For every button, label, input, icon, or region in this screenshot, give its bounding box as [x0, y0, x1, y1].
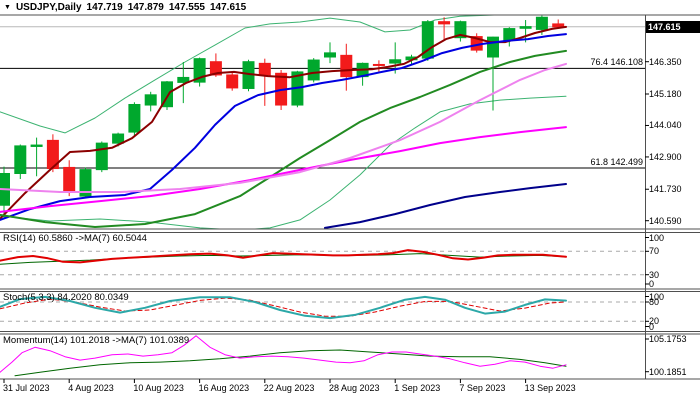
date-axis-label: 28 Aug 2023 [329, 383, 380, 393]
momentum-indicator-header: Momentum(14) 101.2018 ->MA(7) 101.0389 [3, 335, 190, 346]
candle-8-aug [95, 141, 108, 173]
candle-21-aug [242, 59, 255, 92]
indicator-lines-layer [0, 249, 567, 377]
ma-plum [0, 62, 567, 193]
rsi-indicator-header: RSI(14) 60.5860 ->MA(7) 60.5044 [3, 233, 147, 244]
ma-mid-blue [0, 33, 567, 221]
price-axis-label: 145.180 [649, 88, 682, 99]
stoch-axis-label: 20 [649, 316, 660, 327]
candle-25-aug [307, 58, 320, 83]
candle-11-sep [487, 36, 499, 111]
stoch-axis-label: 80 [649, 297, 660, 307]
bollinger-bands-layer [0, 15, 567, 229]
candles-layer[interactable] [0, 15, 565, 218]
candle-18-aug [226, 71, 239, 91]
candle-28-aug [324, 42, 336, 64]
date-axis-label: 10 Aug 2023 [133, 383, 184, 393]
candle-1-aug [14, 144, 27, 180]
candle-31-aug [372, 60, 385, 73]
collapse-triangle-icon[interactable]: ▼ [4, 3, 11, 11]
low-value: 147.555 [168, 2, 205, 13]
momentum-axis-label: 105.1753 [649, 334, 687, 344]
candle-12-sep [503, 27, 516, 47]
candle-7-aug [79, 167, 92, 199]
momentum-axis-label: 100.1851 [649, 366, 687, 377]
candle-4-aug [63, 160, 76, 197]
bollinger-lower-band [0, 95, 567, 229]
symbol-period-label: USDJPY,Daily [15, 2, 82, 13]
candle-16-aug [193, 57, 206, 87]
date-axis-label: 7 Sep 2023 [459, 383, 506, 393]
ma-slow-green [0, 49, 567, 228]
price-axis-label: 140.590 [649, 215, 682, 226]
date-axis-label: 22 Aug 2023 [263, 383, 315, 393]
stoch-axis-label: 0 [649, 321, 655, 332]
bollinger-upper-band [0, 15, 495, 134]
price-axis-label: 146.350 [649, 56, 682, 67]
stoch-indicator-header: Stoch(5,3,3) 84.2020 80.0349 [3, 292, 129, 303]
candle-2-aug [30, 137, 43, 177]
rsi-axis-label: 0 [649, 279, 655, 289]
ma-magenta [0, 126, 567, 213]
date-axis-label: 1 Sep 2023 [394, 383, 441, 393]
high-value: 147.879 [127, 2, 164, 13]
fib-level-76-label: 76.4 146.108 [590, 57, 643, 68]
close-value: 147.615 [210, 2, 247, 13]
candle-15-aug [177, 61, 190, 104]
date-axis-label: 31 Jul 2023 [3, 383, 50, 393]
price-axis-label: 144.040 [649, 120, 682, 131]
date-axis-label: 16 Aug 2023 [198, 383, 250, 393]
rsi-axis-label: 70 [649, 246, 660, 257]
axis-ticks-layer [3, 61, 649, 383]
price-axis-label: 141.730 [649, 184, 682, 195]
date-axis-label: 4 Aug 2023 [68, 383, 114, 393]
open-value: 147.719 [86, 2, 123, 13]
candle-6-sep [438, 17, 451, 41]
candle-8-sep [470, 33, 483, 53]
rsi-axis-label: 100 [649, 232, 665, 243]
candle-7-sep [454, 20, 467, 42]
candle-22-aug [258, 58, 271, 106]
candle-29-aug [340, 43, 353, 91]
candle-15-sep [552, 19, 565, 29]
rsi-axis-label: 30 [649, 269, 660, 280]
price-axis-label: 142.900 [649, 151, 682, 162]
moving-averages-layer [0, 25, 567, 229]
chart-header: ▼ USDJPY,Daily 147.719 147.879 147.555 1… [4, 2, 246, 13]
candle-5-sep [421, 20, 434, 61]
ma-navy [324, 183, 567, 229]
candle-30-aug [356, 62, 369, 86]
date-axis-label: 13 Sep 2023 [524, 383, 576, 393]
reference-lines-layer [0, 26, 645, 322]
candle-10-aug [128, 102, 141, 138]
ma-fast-darkred [0, 25, 567, 220]
panel-frame-layer [0, 14, 700, 380]
stoch-axis-label: 100 [649, 291, 665, 302]
fib-level-61-label: 61.8 142.499 [590, 157, 643, 167]
current-price-tag: 147.615 [646, 20, 700, 33]
candle-11-aug [144, 91, 157, 112]
